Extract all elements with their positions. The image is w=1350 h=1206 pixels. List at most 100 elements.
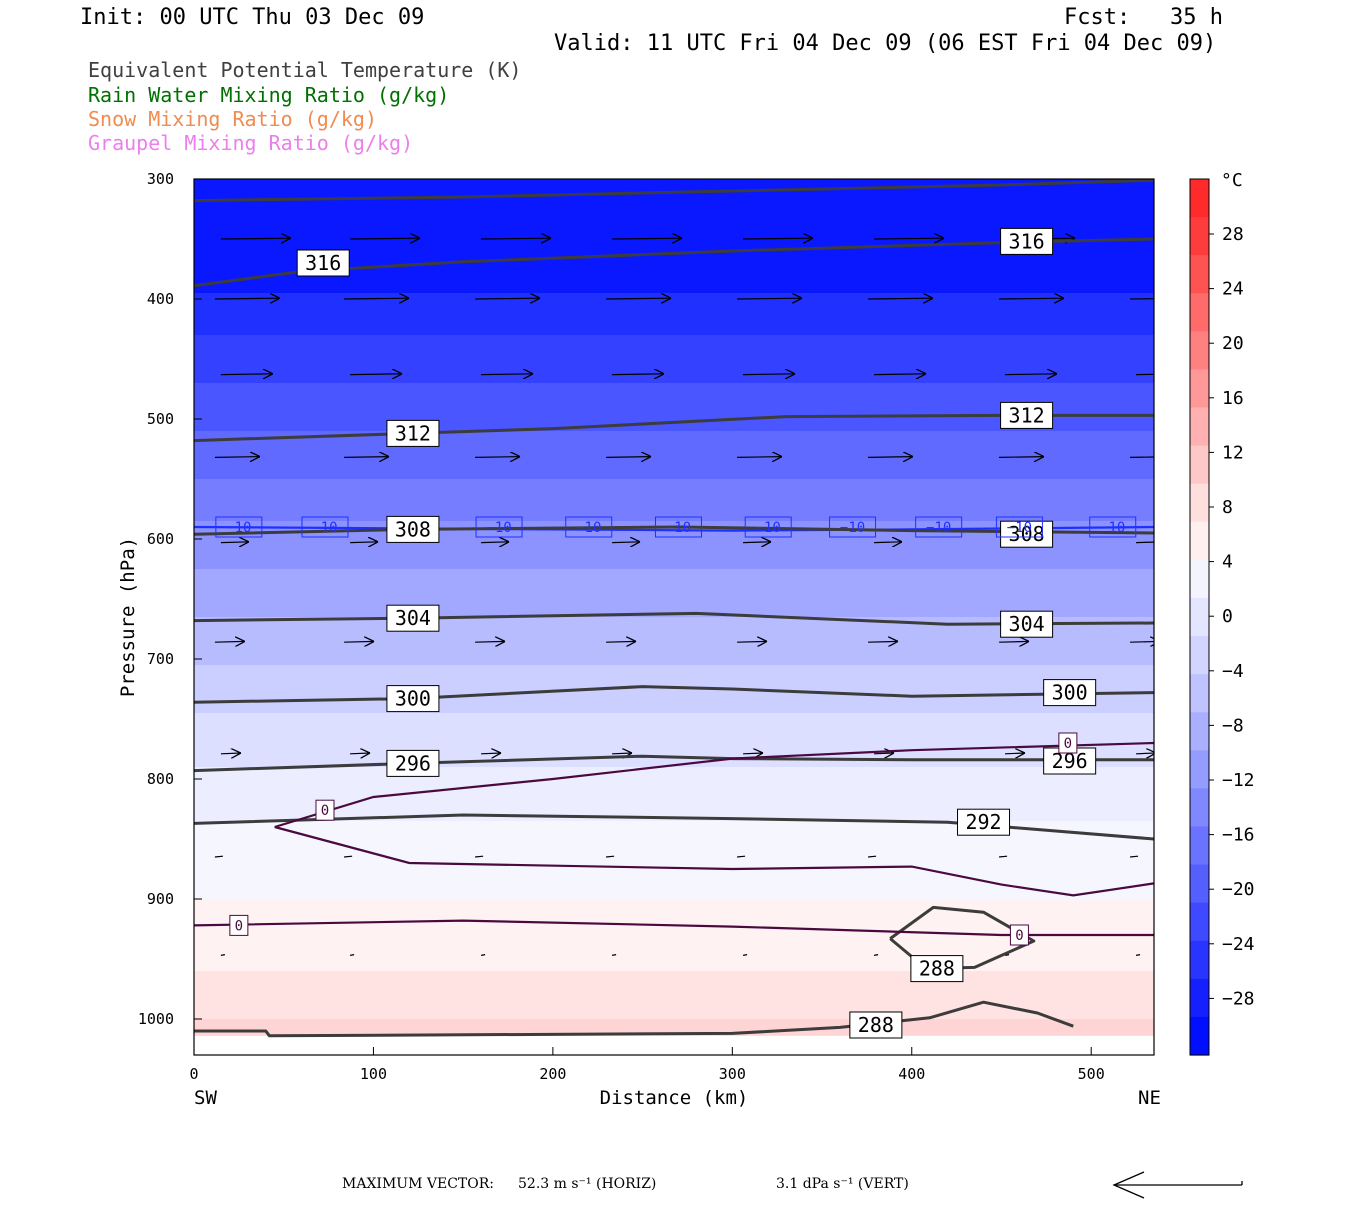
wind-vector xyxy=(344,855,353,858)
y-tick-label: 1000 xyxy=(138,1010,174,1028)
wind-vector xyxy=(481,374,533,375)
wind-vector xyxy=(874,542,902,543)
wind-vector xyxy=(350,753,370,754)
wind-vector xyxy=(214,457,260,458)
wind-vector xyxy=(1130,456,1154,458)
contour-label-308: 308 xyxy=(1000,520,1054,548)
wind-vector xyxy=(612,238,682,239)
svg-text:0: 0 xyxy=(1015,928,1023,944)
svg-text:288: 288 xyxy=(919,957,955,981)
contour-label-300: 300 xyxy=(1043,679,1097,707)
wind-vector xyxy=(475,855,484,858)
wind-vector xyxy=(873,954,879,956)
wind-vector xyxy=(606,641,636,642)
contour-label-296: 296 xyxy=(386,749,440,777)
colorbar-tick-label: 12 xyxy=(1222,442,1244,463)
wind-vector xyxy=(612,542,640,543)
colorbar-tick-label: −8 xyxy=(1222,715,1244,736)
wind-vector xyxy=(350,374,402,375)
theta-e-contour-300 xyxy=(194,685,1154,704)
svg-text:300: 300 xyxy=(395,687,431,711)
wind-vector xyxy=(874,753,894,754)
contour-label-316: 316 xyxy=(1000,227,1054,255)
contour-label-304: 304 xyxy=(386,604,440,632)
colorbar-swatch xyxy=(1190,559,1209,599)
x-tick-label: 100 xyxy=(360,1065,387,1083)
wind-vector xyxy=(481,753,501,754)
wind-vector xyxy=(220,238,291,239)
svg-text:308: 308 xyxy=(1009,522,1045,546)
y-tick-label: 800 xyxy=(147,770,174,788)
temperature-band-2 xyxy=(194,335,1154,384)
svg-text:0: 0 xyxy=(321,803,329,819)
wind-vector xyxy=(999,855,1008,858)
colorbar-unit: °C xyxy=(1221,170,1243,191)
colorbar-swatch xyxy=(1190,978,1209,1018)
zero-isotherm xyxy=(194,919,1154,937)
colorbar-tick-label: −20 xyxy=(1222,879,1255,900)
contour-label-288: 288 xyxy=(849,1011,903,1039)
colorbar-swatch xyxy=(1190,826,1209,866)
wind-vector xyxy=(214,298,280,299)
wind-vector xyxy=(1004,954,1010,956)
plot-frame xyxy=(193,178,1155,1056)
x-tick-label: 0 xyxy=(189,1065,198,1083)
wind-vector xyxy=(475,457,520,458)
colorbar-swatch xyxy=(1190,407,1209,447)
isotherm-label-minus10: −10 xyxy=(995,516,1043,538)
wind-vector xyxy=(999,641,1029,642)
colorbar-tick-label: −12 xyxy=(1222,770,1255,791)
wind-vector xyxy=(475,641,505,642)
svg-text:−10: −10 xyxy=(1007,520,1032,536)
y-axis-title: Pressure (hPa) xyxy=(117,537,139,697)
svg-text:−10: −10 xyxy=(1100,520,1125,536)
svg-text:−10: −10 xyxy=(226,520,251,536)
wind-vector xyxy=(743,542,771,543)
legend-theta-e: Equivalent Potential Temperature (K) xyxy=(88,58,522,82)
wind-vector xyxy=(737,641,767,642)
theta-e-contour-288 xyxy=(194,1000,1074,1038)
colorbar-swatch xyxy=(1190,179,1209,218)
wind-vector xyxy=(481,238,551,239)
wind-vector xyxy=(737,457,782,458)
colorbar-swatch xyxy=(1190,636,1209,675)
wind-vector xyxy=(999,298,1064,299)
wind-vector xyxy=(612,374,664,375)
wind-vector xyxy=(220,374,273,375)
contour-label-316: 316 xyxy=(296,249,350,277)
legend-graupel: Graupel Mixing Ratio (g/kg) xyxy=(88,131,414,155)
svg-text:304: 304 xyxy=(395,606,431,630)
wind-vector xyxy=(1005,753,1025,754)
wind-vector xyxy=(737,855,746,858)
temperature-band-1 xyxy=(194,293,1154,336)
svg-text:308: 308 xyxy=(395,517,431,541)
wind-vector xyxy=(1129,855,1139,858)
temperature-band-4 xyxy=(194,431,1154,480)
wind-vector xyxy=(868,298,933,299)
colorbar-swatch xyxy=(1190,674,1209,713)
wind-vector xyxy=(868,641,898,642)
svg-text:−10: −10 xyxy=(666,520,691,536)
wind-vector xyxy=(344,298,409,299)
wind-vector xyxy=(1135,954,1141,956)
colorbar-swatch xyxy=(1190,445,1209,485)
wind-vector xyxy=(344,641,374,642)
colorbar-tick-label: −16 xyxy=(1222,825,1255,846)
wind-vector xyxy=(475,298,540,299)
colorbar-swatch xyxy=(1190,369,1209,409)
theta-e-contour-316 xyxy=(194,179,1154,203)
wind-vector xyxy=(999,457,1044,458)
reference-vector-arrow xyxy=(1112,1171,1243,1199)
wind-vector xyxy=(606,855,615,858)
y-tick-label: 500 xyxy=(147,410,174,428)
svg-text:304: 304 xyxy=(1009,612,1045,636)
colorbar-tick-label: 8 xyxy=(1222,497,1233,518)
max-vector-horiz: 52.3 m s⁻¹ (HORIZ) xyxy=(518,1176,657,1192)
colorbar-swatch xyxy=(1190,712,1209,751)
x-axis-left-end-label: SW xyxy=(194,1087,217,1109)
wind-vector xyxy=(214,641,245,642)
svg-text:0: 0 xyxy=(1064,736,1072,752)
wind-vector xyxy=(612,753,632,754)
colorbar-tick-label: −4 xyxy=(1222,661,1244,682)
